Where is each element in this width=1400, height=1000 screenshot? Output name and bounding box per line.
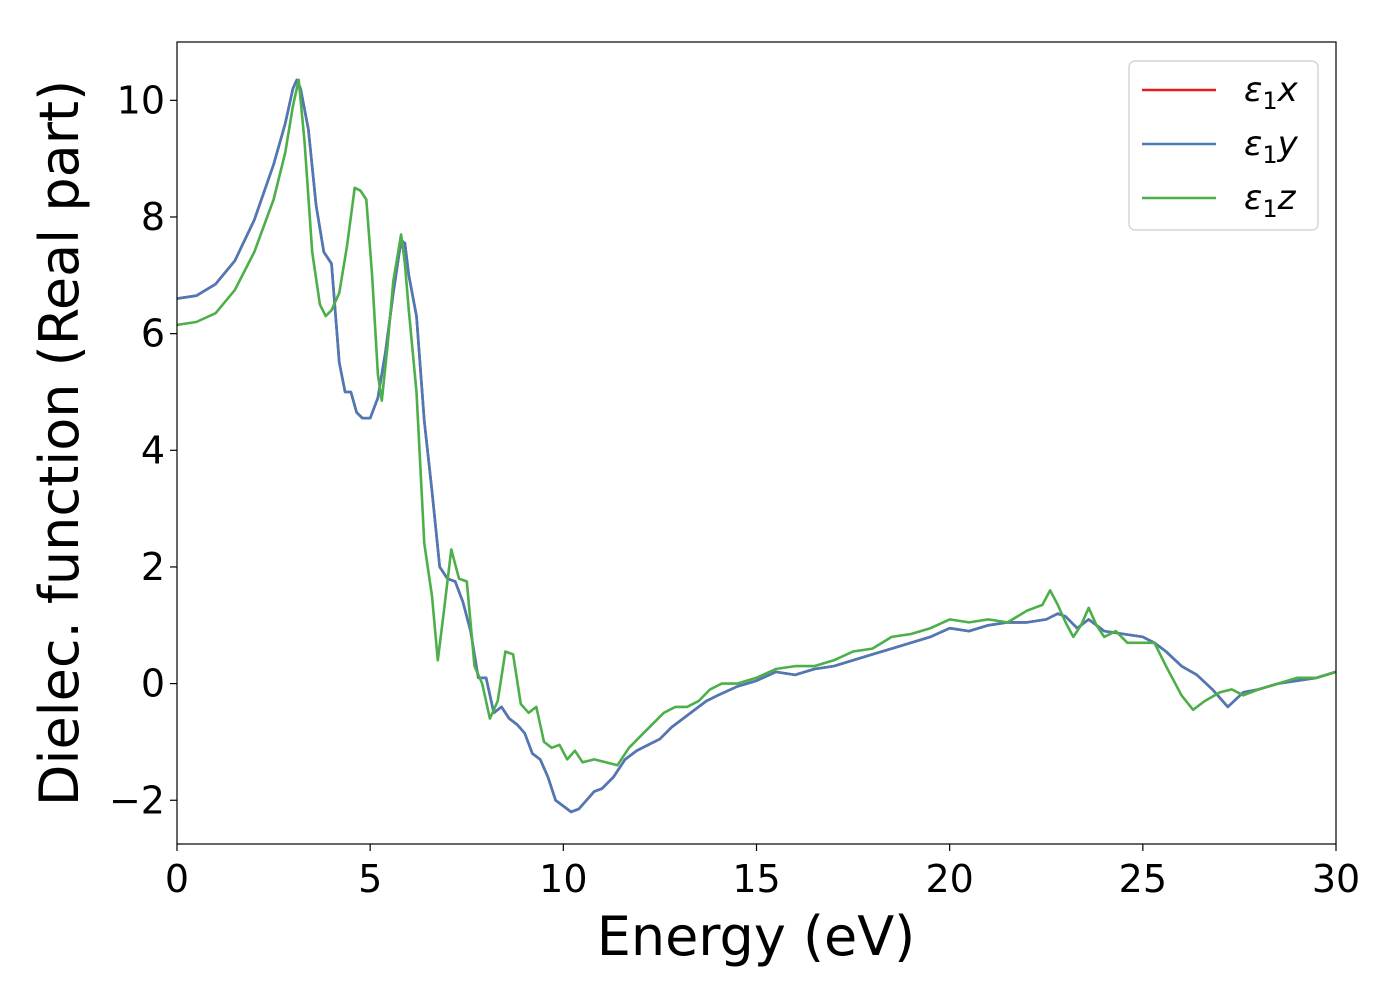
y-axis: −2 0 2 4 6 8 10: [109, 78, 177, 822]
y-tick-label: 0: [141, 662, 165, 706]
legend-box: [1128, 60, 1319, 231]
y-tick-label: 4: [141, 428, 165, 472]
y-tick-label: 2: [141, 545, 165, 589]
x-tick-label: 30: [1312, 857, 1360, 901]
x-tick-label: 10: [539, 857, 587, 901]
series-line-3: [177, 78, 1336, 767]
legend-label-1: ε1x: [1244, 70, 1299, 115]
plot-lines: [177, 78, 1336, 814]
x-tick-label: 0: [165, 857, 189, 901]
legend-label-3: ε1z: [1244, 178, 1297, 223]
x-axis-title: Energy (eV): [597, 905, 916, 968]
y-tick-label: 10: [117, 78, 165, 122]
x-axis: 0 5 10 15 20 25 30: [165, 844, 1360, 901]
x-tick-label: 25: [1119, 857, 1167, 901]
x-tick-label: 15: [732, 857, 780, 901]
x-tick-label: 5: [358, 857, 382, 901]
legend-label-2: ε1y: [1244, 124, 1299, 169]
y-tick-label: 8: [141, 195, 165, 239]
x-tick-label: 20: [925, 857, 973, 901]
series-line-2: [177, 78, 1336, 814]
y-tick-label: −2: [109, 778, 165, 822]
legend: ε1x ε1y ε1z: [1128, 60, 1319, 231]
y-tick-label: 6: [141, 312, 165, 356]
y-axis-title: Dielec. function (Real part): [28, 80, 91, 806]
